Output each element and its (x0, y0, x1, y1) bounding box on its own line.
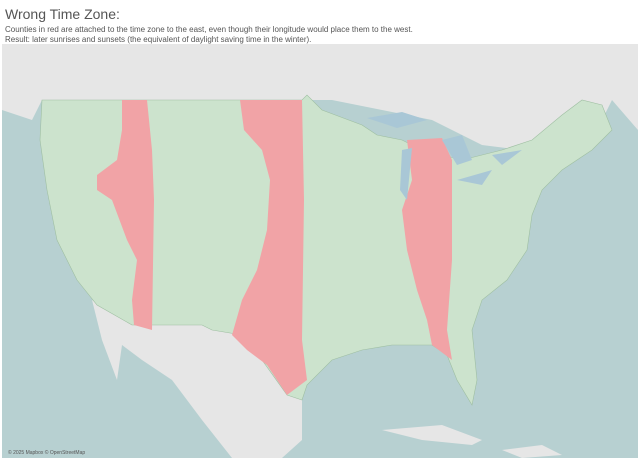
wrong-zone-west (97, 100, 154, 330)
attribution: © 2025 Mapbox © OpenStreetMap (8, 449, 85, 456)
title: Wrong Time Zone: (5, 6, 120, 22)
map: © 2025 Mapbox © OpenStreetMap (2, 44, 638, 458)
wrong-zone-east (402, 138, 452, 360)
subtitle-line: Counties in red are attached to the time… (5, 25, 413, 34)
great-lakes (367, 112, 522, 200)
subtitle-line: Result: later sunrises and sunsets (the … (5, 35, 312, 44)
wrong-zone-central (232, 100, 307, 395)
caribbean (382, 425, 562, 458)
canada (2, 44, 638, 160)
